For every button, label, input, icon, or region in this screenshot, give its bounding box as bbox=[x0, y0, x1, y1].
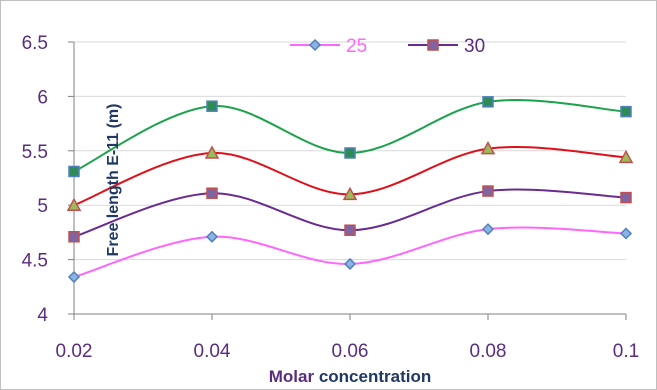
data-point bbox=[481, 223, 495, 236]
x-tick-label: 0.08 bbox=[470, 341, 507, 362]
data-point bbox=[66, 197, 82, 211]
axes: 4 4.5 5 5.5 6 6.5 0.02 0.04 0.06 0.08 0.1 bbox=[22, 33, 640, 362]
x-axis-label: Molar concentration bbox=[269, 367, 431, 386]
y-tick-label: 6.5 bbox=[22, 33, 48, 54]
data-point bbox=[482, 96, 494, 108]
y-tick-label: 5.5 bbox=[22, 142, 48, 163]
data-point bbox=[206, 100, 218, 112]
data-point bbox=[67, 270, 81, 284]
data-point bbox=[343, 257, 357, 271]
data-point bbox=[204, 145, 220, 159]
legend-label: 25 bbox=[346, 36, 367, 57]
data-point bbox=[482, 185, 494, 197]
y-tick-label: 4 bbox=[37, 305, 48, 326]
data-point bbox=[68, 165, 80, 178]
y-tick-label: 4.5 bbox=[22, 251, 48, 272]
x-tick-label: 0.02 bbox=[56, 341, 93, 362]
legend-label: 30 bbox=[464, 36, 485, 57]
data-point bbox=[308, 38, 322, 52]
x-tick-label: 0.04 bbox=[194, 341, 231, 362]
data-point bbox=[205, 230, 219, 243]
x-tick-label: 0.1 bbox=[613, 341, 639, 362]
data-point bbox=[619, 227, 633, 240]
data-point bbox=[620, 191, 632, 204]
y-tick-label: 5 bbox=[37, 196, 48, 217]
data-point bbox=[344, 224, 356, 236]
data-point bbox=[618, 149, 634, 164]
data-point bbox=[68, 231, 80, 243]
data-point bbox=[344, 147, 356, 159]
legend-item: 30 bbox=[408, 36, 485, 57]
x-tick-label: 0.06 bbox=[332, 341, 369, 362]
data-point bbox=[342, 186, 358, 201]
series bbox=[68, 96, 632, 178]
legend: 25 30 bbox=[290, 36, 485, 57]
series bbox=[67, 223, 633, 284]
data-point bbox=[620, 105, 632, 118]
series bbox=[66, 141, 634, 211]
data-point bbox=[206, 187, 218, 199]
data-point bbox=[427, 39, 439, 51]
series-group bbox=[66, 96, 634, 284]
data-point bbox=[480, 141, 496, 155]
y-axis-label: Free length E-11 (m) bbox=[105, 104, 122, 257]
legend-item: 25 bbox=[290, 36, 367, 57]
series bbox=[68, 185, 632, 243]
y-tick-label: 6 bbox=[37, 87, 48, 108]
